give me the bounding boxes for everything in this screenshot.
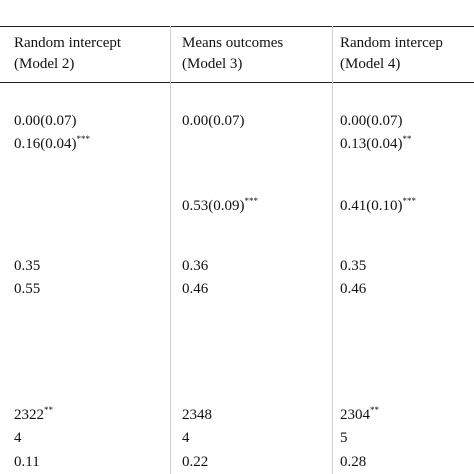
table-cell: 0.46 — [340, 280, 366, 298]
table-cell: 2322** — [14, 406, 53, 424]
cell-value: 0.28 — [340, 454, 367, 470]
cell-value: 0.36 — [182, 258, 209, 274]
cell-value: 2348 — [182, 407, 212, 423]
significance-marker: *** — [76, 134, 91, 144]
cell-value: 4 — [182, 430, 190, 446]
column-header: Means outcomes — [182, 35, 284, 51]
cell-value: 0.00(0.07) — [182, 113, 245, 129]
significance-marker: ** — [44, 405, 53, 415]
cell-value: 5 — [340, 430, 348, 446]
cell-value: 0.46 — [182, 281, 209, 297]
column-header: (Model 2) — [14, 56, 75, 72]
table-cell: 5 — [340, 429, 348, 447]
table-cell: 0.00(0.07) — [14, 112, 77, 130]
column-header: (Model 4) — [340, 56, 401, 72]
table-cell: 0.46 — [182, 280, 208, 298]
table-cell: 0.00(0.07) — [182, 112, 245, 130]
table-cell: 0.11 — [14, 453, 40, 471]
cell-value: 0.35 — [340, 258, 367, 274]
table-cell: 0.41(0.10)*** — [340, 197, 416, 215]
cell-value: 0.00(0.07) — [14, 113, 77, 129]
table-cell: 0.53(0.09)*** — [182, 197, 258, 215]
column-header: (Model 3) — [182, 56, 243, 72]
cell-value: 0.55 — [14, 281, 41, 297]
table-cell: 4 — [182, 429, 190, 447]
table-cell: 0.36 — [182, 257, 208, 275]
cell-value: 0.41(0.10) — [340, 198, 403, 214]
cell-value: 0.22 — [182, 454, 209, 470]
significance-marker: ** — [370, 405, 379, 415]
cell-value: 2304 — [340, 407, 370, 423]
cell-value: 0.13(0.04) — [340, 136, 403, 152]
significance-marker: *** — [402, 196, 417, 206]
table-cell: 0.16(0.04)*** — [14, 135, 90, 153]
cell-value: 0.53(0.09) — [182, 198, 245, 214]
table-cell: 0.55 — [14, 280, 40, 298]
table-cell: 0.22 — [182, 453, 208, 471]
column-header: Random intercep — [340, 35, 443, 51]
header-rule — [0, 82, 474, 83]
cell-value: 0.00(0.07) — [340, 113, 403, 129]
cell-value: 0.16(0.04) — [14, 136, 77, 152]
significance-marker: *** — [244, 196, 259, 206]
top-rule — [0, 26, 474, 27]
table-cell: 4 — [14, 429, 22, 447]
significance-marker: ** — [402, 134, 412, 144]
table-cell: 0.35 — [340, 257, 366, 275]
table-cell: 2304** — [340, 406, 379, 424]
table-cell: 0.35 — [14, 257, 40, 275]
table-cell: 0.00(0.07) — [340, 112, 403, 130]
table-cell: 0.13(0.04)** — [340, 135, 412, 153]
cell-value: 0.35 — [14, 258, 41, 274]
cell-value: 2322 — [14, 407, 44, 423]
column-header: Random intercept — [14, 35, 122, 51]
table-cell: 2348 — [182, 406, 212, 424]
cell-value: 4 — [14, 430, 22, 446]
column-divider — [332, 26, 333, 474]
table-cell: 0.28 — [340, 453, 366, 471]
cell-value: 0.46 — [340, 281, 367, 297]
column-divider — [170, 26, 171, 474]
cell-value: 0.11 — [14, 454, 40, 470]
